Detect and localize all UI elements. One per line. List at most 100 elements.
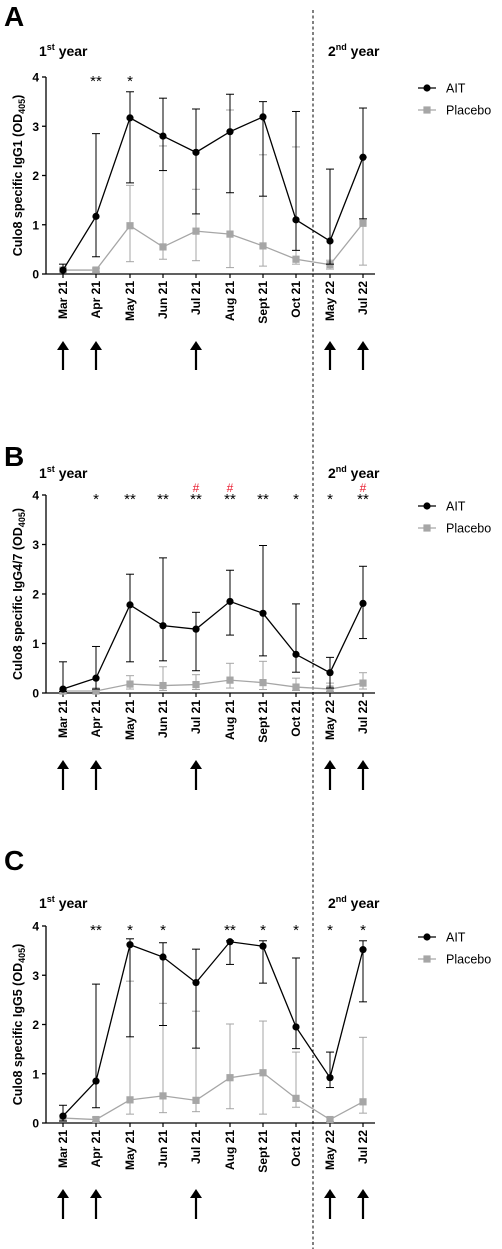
- up-arrow-icon: [190, 1189, 202, 1219]
- ait-data-point: [259, 113, 267, 121]
- x-tick-label: Apr 21: [89, 700, 103, 738]
- year-1-label: 1st year: [39, 42, 88, 59]
- significance-stars: **: [224, 491, 236, 508]
- placebo-data-point: [92, 687, 100, 695]
- year-1-superscript: st: [47, 894, 55, 904]
- placebo-data-point: [159, 243, 167, 251]
- up-arrow-icon: [357, 341, 369, 370]
- significance-hash: #: [193, 481, 200, 495]
- y-axis-label-main: Culo8 specific IgG4/7 (OD: [11, 527, 25, 680]
- y-axis-label-subscript: 405: [17, 512, 27, 527]
- y-axis-label-main: Culo8 specific IgG5 (OD: [11, 963, 25, 1105]
- x-tick-label: Jul 21: [189, 281, 203, 315]
- legend-label: Placebo: [446, 522, 491, 536]
- up-arrow-icon: [324, 1189, 336, 1219]
- placebo-data-point: [292, 683, 300, 691]
- y-tick-label: 4: [32, 489, 39, 503]
- x-tick-label: Jul 21: [189, 1130, 203, 1164]
- y-axis-label-end: ): [11, 95, 25, 99]
- placebo-data-point: [192, 680, 200, 689]
- x-tick-label: Jun 21: [156, 700, 170, 738]
- ait-data-point: [126, 941, 134, 949]
- significance-stars: **: [224, 922, 236, 939]
- ait-data-point: [192, 148, 200, 156]
- significance-stars: *: [127, 922, 133, 939]
- y-tick-label: 0: [32, 1117, 39, 1131]
- x-tick-label: Apr 21: [89, 281, 103, 319]
- x-tick-label: Aug 21: [223, 1130, 237, 1170]
- up-arrow-icon: [190, 341, 202, 370]
- placebo-data-point: [159, 1092, 167, 1100]
- y-axis-label-main: Culo8 specific IgG1 (OD: [11, 114, 25, 256]
- arrow-head: [324, 1189, 336, 1198]
- y-axis-label-end: ): [11, 508, 25, 512]
- y-tick-label: 0: [32, 687, 39, 701]
- placebo-data-point: [359, 1098, 367, 1106]
- up-arrow-icon: [357, 760, 369, 790]
- year-2-superscript: nd: [336, 464, 347, 474]
- ait-data-point: [259, 942, 267, 950]
- ait-series-line: [62, 941, 364, 1117]
- y-axis-label-end: ): [11, 944, 25, 948]
- panel-letter: B: [4, 441, 24, 472]
- year-1-word: year: [55, 465, 88, 481]
- placebo-data-point: [326, 685, 334, 693]
- year-2-superscript: nd: [336, 42, 347, 52]
- arrow-head: [190, 760, 202, 769]
- up-arrow-icon: [324, 760, 336, 790]
- year-1-word: year: [55, 43, 88, 59]
- legend-marker-placebo: [423, 955, 431, 963]
- significance-stars: *: [360, 922, 366, 939]
- ait-series-line: [62, 600, 364, 690]
- ait-data-point: [359, 153, 367, 161]
- placebo-data-point: [92, 1115, 100, 1124]
- year-2-word: year: [347, 43, 380, 59]
- ait-data-point: [159, 953, 167, 961]
- x-tick-label: Jul 22: [356, 1130, 370, 1164]
- arrow-head: [190, 341, 202, 350]
- placebo-data-point: [259, 679, 267, 687]
- x-tick-label: Aug 21: [223, 700, 237, 740]
- ait-series-line: [62, 116, 364, 271]
- ait-data-point: [359, 946, 367, 954]
- x-tick-label: Jul 22: [356, 700, 370, 734]
- x-tick-label: May 22: [323, 700, 337, 740]
- significance-stars: *: [327, 922, 333, 939]
- placebo-data-point: [126, 680, 134, 688]
- arrow-head: [190, 1189, 202, 1198]
- y-axis-label-subscript: 405: [17, 99, 27, 114]
- year-2-label: 2nd year: [328, 464, 380, 481]
- ait-data-point: [59, 1112, 67, 1120]
- arrow-head: [357, 760, 369, 769]
- significance-stars: **: [157, 491, 169, 508]
- x-tick-label: Sept 21: [256, 281, 270, 324]
- arrow-head: [90, 341, 102, 350]
- ait-data-point: [326, 669, 334, 677]
- up-arrow-icon: [57, 1189, 69, 1219]
- legend-label: AIT: [446, 500, 466, 514]
- legend-marker-ait: [423, 502, 431, 510]
- year-2-superscript: nd: [336, 894, 347, 904]
- x-tick-label: Mar 21: [56, 1130, 70, 1168]
- year-2-label: 2nd year: [328, 894, 380, 911]
- arrow-head: [90, 760, 102, 769]
- arrow-head: [57, 1189, 69, 1198]
- x-tick-label: Aug 21: [223, 281, 237, 321]
- year-1-word: year: [55, 895, 88, 911]
- up-arrow-icon: [90, 1189, 102, 1219]
- significance-stars: *: [293, 922, 299, 939]
- year-2-number: 2: [328, 895, 336, 911]
- significance-stars: *: [127, 73, 133, 90]
- ait-data-point: [92, 212, 100, 220]
- legend-marker-placebo: [423, 524, 431, 532]
- x-tick-label: Mar 21: [56, 281, 70, 319]
- placebo-data-point: [226, 676, 234, 684]
- year-2-label: 2nd year: [328, 42, 380, 59]
- significance-stars: *: [160, 922, 166, 939]
- ait-data-point: [159, 622, 167, 630]
- ait-data-point: [192, 625, 200, 633]
- placebo-data-point: [359, 219, 367, 227]
- year-1-number: 1: [39, 43, 47, 59]
